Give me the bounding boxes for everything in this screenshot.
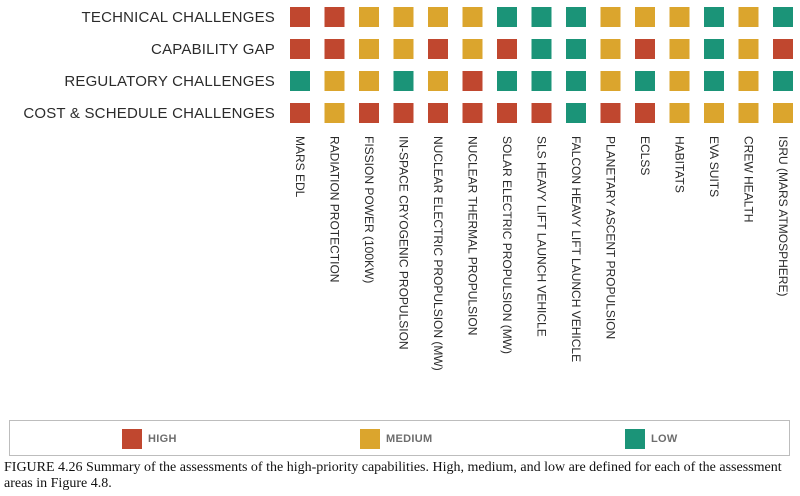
heatmap-cell [600,7,621,27]
column-label: RADIATION PROTECTION [328,136,342,282]
column-label: ECLSS [638,136,652,175]
assessment-heatmap: TECHNICAL CHALLENGES CAPABILITY GAP REGULA… [23,7,793,371]
heatmap-cell [290,39,310,59]
heatmap-cell [462,39,483,59]
column-label: EVA SUITS [707,136,721,197]
row-label: TECHNICAL CHALLENGES [82,9,276,26]
legend-item-high: HIGH [122,429,177,449]
heatmap-cell [497,103,517,123]
row-label: REGULATORY CHALLENGES [64,73,275,90]
column-label: NUCLEAR THERMAL PROPULSION [466,136,480,335]
heatmap-cell [290,7,310,27]
heatmap-cell [359,71,379,91]
row-label: COST & SCHEDULE CHALLENGES [23,105,275,122]
heatmap-cell [773,39,793,59]
heatmap-cell [324,39,345,59]
column-label: IN-SPACE CRYOGENIC PROPULSION [397,136,411,350]
column-label: NUCLEAR ELECTRIC PROPULSION (MW) [431,136,445,371]
heatmap-cell [738,7,759,27]
column-label: HABITATS [673,136,687,193]
legend-swatch-high [122,429,142,449]
heatmap-cell [669,7,690,27]
heatmap-cell [497,7,517,27]
legend-item-low: LOW [625,429,678,449]
heatmap-cell [359,39,379,59]
row-label: CAPABILITY GAP [151,41,275,58]
heatmap-cell [669,71,690,91]
heatmap-cell [704,7,724,27]
heatmap-cell [566,103,586,123]
heatmap-cell [566,71,586,91]
column-label: CREW HEALTH [742,136,756,222]
heatmap-cell [531,7,552,27]
heatmap-cell [773,103,793,123]
heatmap-cell [324,71,345,91]
heatmap-cell [669,103,690,123]
heatmap-cell [359,7,379,27]
heatmap-cell [600,103,621,123]
heatmap-cell [497,39,517,59]
heatmap-cell [566,7,586,27]
heatmap-cell [393,103,414,123]
heatmap-cell [635,71,655,91]
heatmap-cell [531,71,552,91]
column-label: ISRU (MARS ATMOSPHERE) [776,136,790,296]
heatmap-cell [635,7,655,27]
heatmap-cell [393,71,414,91]
heatmap-cell [324,7,345,27]
heatmap-cell [738,39,759,59]
column-label: SLS HEAVY LIFT LAUNCH VEHICLE [535,136,549,337]
heatmap-cell [359,103,379,123]
column-label: FALCON HEAVY LIFT LAUNCH VEHICLE [569,136,583,362]
heatmap-cell [704,103,724,123]
heatmap-cell [462,103,483,123]
heatmap-cell [393,39,414,59]
heatmap-cell [497,71,517,91]
heatmap-cell [566,39,586,59]
heatmap-cell [462,71,483,91]
heatmap-cell [600,39,621,59]
column-label: PLANETARY ASCENT PROPULSION [604,136,618,339]
heatmap-cell [290,71,310,91]
heatmap-cell [531,103,552,123]
column-label: FISSION POWER (100KW) [362,136,376,283]
legend-swatch-medium [360,429,380,449]
legend: HIGH MEDIUM LOW [9,420,790,456]
legend-label-low: LOW [651,433,678,445]
legend-label-medium: MEDIUM [386,433,433,445]
heatmap-cell [773,7,793,27]
column-label: SOLAR ELECTRIC PROPULSION (MW) [500,136,514,354]
heatmap-cell [635,103,655,123]
heatmap-cell [669,39,690,59]
heatmap-cell [600,71,621,91]
heatmap-cell [393,7,414,27]
heatmap-cell [635,39,655,59]
heatmap-cell [324,103,345,123]
heatmap-cell [428,71,448,91]
heatmap-cell [531,39,552,59]
heatmap-cell [738,71,759,91]
heatmap-cell [704,71,724,91]
legend-swatch-low [625,429,645,449]
heatmap-cell [462,7,483,27]
legend-item-medium: MEDIUM [360,429,432,449]
legend-label-high: HIGH [148,433,177,445]
heatmap-cell [428,7,448,27]
heatmap-cell [738,103,759,123]
column-label: MARS EDL [293,136,307,198]
heatmap-cell [428,103,448,123]
heatmap-cell [290,103,310,123]
heatmap-cell [773,71,793,91]
heatmap-cell [704,39,724,59]
figure-caption: FIGURE 4.26 Summary of the assessments o… [4,460,782,491]
heatmap-cell [428,39,448,59]
